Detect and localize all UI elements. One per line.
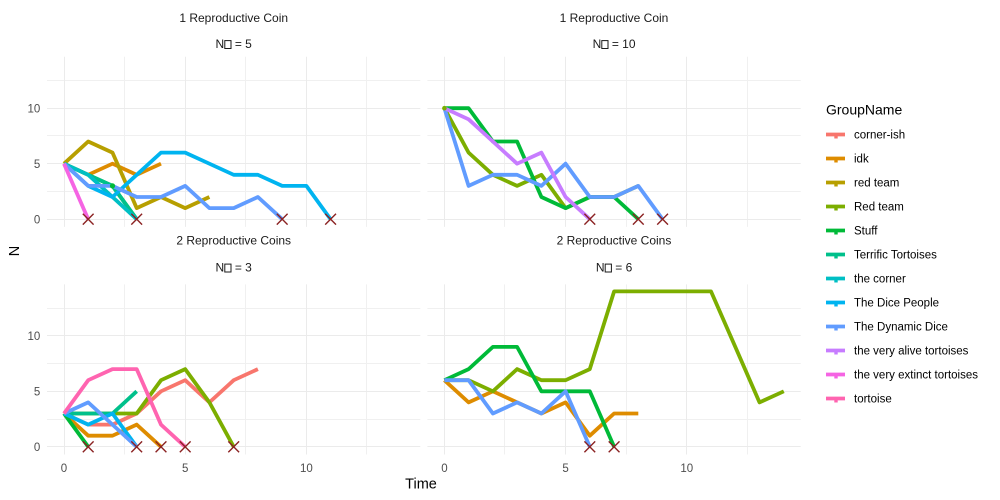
svg-text:GroupName: GroupName: [826, 101, 902, 117]
svg-text:2 Reproductive Coins: 2 Reproductive Coins: [557, 234, 672, 248]
svg-text:10: 10: [28, 103, 41, 115]
svg-text:The Dynamic Dice: The Dynamic Dice: [854, 322, 948, 334]
svg-text:5: 5: [34, 386, 40, 398]
svg-text:the very alive tortoises: the very alive tortoises: [854, 346, 969, 358]
svg-text:Terrific Tortoises: Terrific Tortoises: [854, 250, 937, 262]
svg-text:10: 10: [28, 331, 41, 343]
svg-text:N: N: [216, 37, 225, 51]
svg-text:corner-ish: corner-ish: [854, 130, 905, 142]
svg-text:10: 10: [680, 463, 693, 475]
svg-text:5: 5: [34, 159, 40, 171]
svg-text:N: N: [7, 246, 23, 256]
svg-text:Stuff: Stuff: [854, 226, 878, 238]
svg-text:the corner: the corner: [854, 274, 906, 286]
svg-text:Time: Time: [405, 477, 437, 493]
svg-text:1 Reproductive Coin: 1 Reproductive Coin: [179, 11, 288, 25]
svg-text:N: N: [593, 37, 602, 51]
svg-text:Red team: Red team: [854, 202, 904, 214]
svg-text:5: 5: [182, 463, 188, 475]
svg-text:= 10: = 10: [609, 37, 636, 51]
svg-text:= 6: = 6: [612, 261, 633, 275]
svg-text:N: N: [216, 261, 225, 275]
svg-text:idk: idk: [854, 154, 869, 166]
svg-text:N: N: [596, 261, 605, 275]
svg-text:1 Reproductive Coin: 1 Reproductive Coin: [560, 11, 669, 25]
svg-text:10: 10: [300, 463, 313, 475]
svg-text:tortoise: tortoise: [854, 394, 892, 406]
svg-text:The Dice People: The Dice People: [854, 298, 939, 310]
svg-text:= 5: = 5: [232, 37, 253, 51]
svg-text:0: 0: [441, 463, 447, 475]
svg-text:0: 0: [34, 214, 40, 226]
svg-text:red team: red team: [854, 178, 899, 190]
svg-text:the very extinct tortoises: the very extinct tortoises: [854, 370, 978, 382]
svg-text:= 3: = 3: [232, 261, 253, 275]
svg-text:5: 5: [562, 463, 568, 475]
svg-text:0: 0: [34, 442, 40, 454]
svg-text:2 Reproductive Coins: 2 Reproductive Coins: [176, 234, 291, 248]
svg-text:0: 0: [61, 463, 67, 475]
